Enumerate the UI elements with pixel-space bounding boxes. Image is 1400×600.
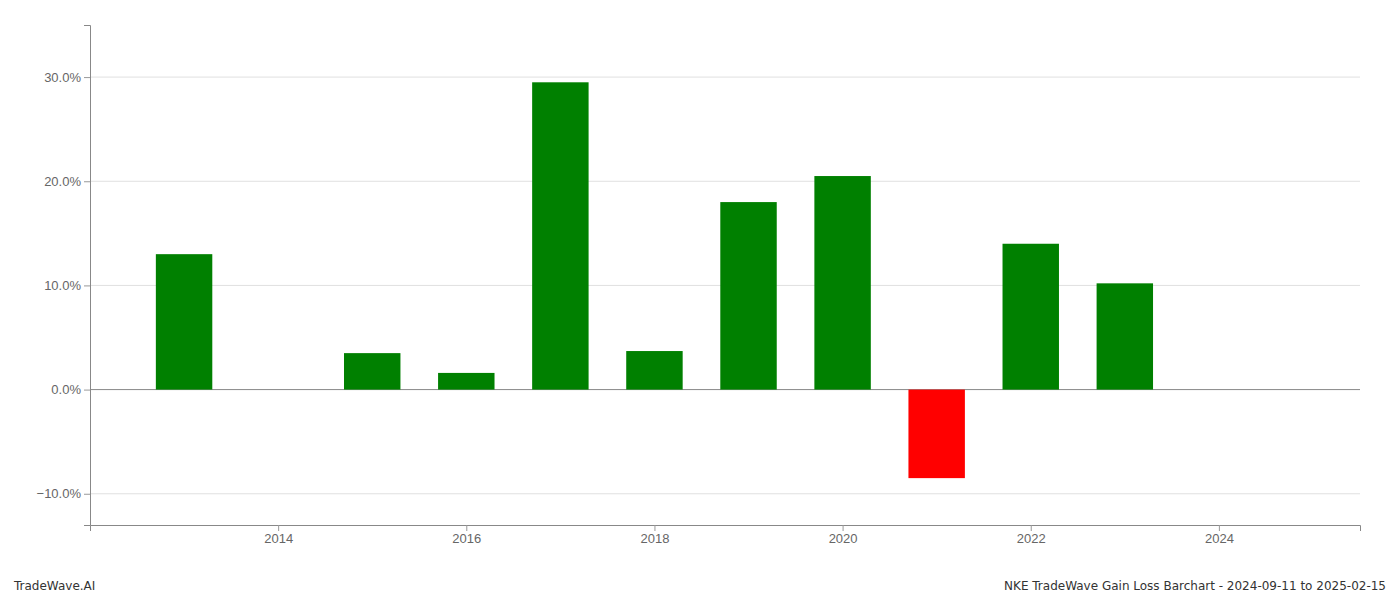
y-tick-label: 10.0% bbox=[44, 278, 81, 293]
x-axis-line bbox=[91, 526, 1361, 532]
bar bbox=[156, 254, 212, 389]
y-tick-mark bbox=[84, 494, 90, 495]
y-tick-mark bbox=[84, 77, 90, 78]
x-tick-mark bbox=[278, 525, 279, 531]
chart: 2014 2016 2018 2020 2022 2024 −10.0% 0.0% 10.0% 2… bbox=[0, 0, 1400, 600]
x-tick: 2014 bbox=[264, 525, 293, 546]
bar bbox=[908, 390, 964, 479]
y-tick-label: 0.0% bbox=[51, 382, 81, 397]
x-tick-mark bbox=[1219, 525, 1220, 531]
y-tick: 30.0% bbox=[44, 70, 90, 85]
y-tick: 20.0% bbox=[44, 174, 90, 189]
x-tick-label: 2016 bbox=[452, 531, 481, 546]
x-tick-mark bbox=[466, 525, 467, 531]
y-tick-mark bbox=[84, 285, 90, 286]
y-axis: −10.0% 0.0% 10.0% 20.0% 30.0% bbox=[37, 26, 91, 526]
grid bbox=[90, 77, 1360, 494]
x-tick-mark bbox=[1031, 525, 1032, 531]
bar bbox=[626, 351, 682, 390]
y-tick-label: 20.0% bbox=[44, 174, 81, 189]
x-tick: 2018 bbox=[640, 525, 669, 546]
y-axis-line bbox=[84, 26, 91, 526]
bar bbox=[1097, 283, 1153, 389]
bar bbox=[438, 373, 494, 390]
x-tick-label: 2014 bbox=[264, 531, 293, 546]
y-tick-label: −10.0% bbox=[37, 486, 82, 501]
bar bbox=[720, 202, 776, 389]
x-tick-mark bbox=[654, 525, 655, 531]
bars bbox=[156, 82, 1153, 478]
y-tick-mark bbox=[84, 390, 90, 391]
footer-left: TradeWave.AI bbox=[13, 579, 95, 593]
x-axis: 2014 2016 2018 2020 2022 2024 bbox=[91, 525, 1361, 546]
y-tick-mark bbox=[84, 181, 90, 182]
grid-line bbox=[90, 493, 1360, 494]
x-tick-label: 2018 bbox=[640, 531, 669, 546]
bar bbox=[1003, 244, 1059, 390]
x-tick-label: 2024 bbox=[1205, 531, 1234, 546]
y-tick: 10.0% bbox=[44, 278, 90, 293]
plot: 2014 2016 2018 2020 2022 2024 −10.0% 0.0% 10.0% 2… bbox=[37, 26, 1361, 547]
grid-line bbox=[90, 181, 1360, 182]
x-tick: 2022 bbox=[1017, 525, 1046, 546]
y-tick: 0.0% bbox=[51, 382, 90, 397]
x-tick: 2016 bbox=[452, 525, 481, 546]
bar bbox=[814, 176, 870, 390]
x-tick: 2020 bbox=[829, 525, 858, 546]
x-tick-mark bbox=[843, 525, 844, 531]
footer-right: NKE TradeWave Gain Loss Barchart - 2024-… bbox=[1004, 579, 1386, 593]
grid-line bbox=[90, 77, 1360, 78]
x-tick: 2024 bbox=[1205, 525, 1234, 546]
y-tick: −10.0% bbox=[37, 486, 90, 501]
bar bbox=[344, 353, 400, 389]
bar bbox=[532, 82, 588, 389]
x-tick-label: 2022 bbox=[1017, 531, 1046, 546]
x-tick-label: 2020 bbox=[829, 531, 858, 546]
y-tick-label: 30.0% bbox=[44, 70, 81, 85]
